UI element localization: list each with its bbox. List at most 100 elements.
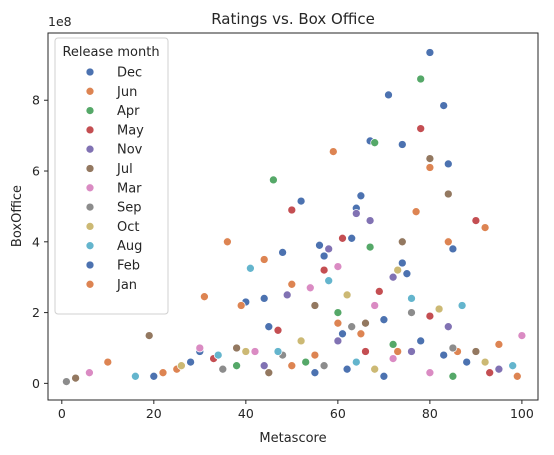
data-point (333, 336, 343, 346)
legend-label: Dec (117, 66, 142, 81)
data-point (351, 357, 361, 367)
legend-marker (85, 241, 95, 251)
data-point (282, 290, 292, 300)
data-point (379, 315, 389, 325)
data-point (131, 371, 140, 381)
data-point (338, 233, 347, 243)
legend-title: Release month (62, 45, 159, 60)
legend-marker (85, 106, 95, 115)
legend-marker (85, 144, 95, 154)
x-tick-label: 0 (58, 406, 66, 421)
data-point (356, 329, 366, 339)
legend-label: Jul (116, 162, 133, 177)
data-point (324, 244, 334, 254)
data-point (333, 318, 343, 328)
data-point (397, 140, 407, 149)
data-point (494, 364, 504, 374)
data-point (425, 311, 435, 321)
data-point (273, 347, 283, 356)
legend-box (54, 37, 169, 315)
data-point (259, 361, 269, 371)
data-point (471, 347, 481, 356)
legend-label: May (117, 123, 144, 138)
data-point (361, 347, 370, 356)
data-point (287, 205, 297, 215)
data-point (448, 371, 458, 381)
data-point (347, 322, 357, 332)
data-point (259, 255, 269, 264)
legend: Release month Dec Jun Apr May Nov Jul Mar Sep Oc… (54, 37, 169, 315)
legend-marker (85, 125, 95, 135)
x-tick-label: 20 (146, 406, 162, 421)
plot-frame (47, 32, 539, 401)
data-point (342, 364, 352, 374)
data-point (462, 357, 472, 367)
data-point (494, 340, 504, 349)
data-point (342, 290, 352, 300)
data-point (425, 154, 435, 163)
data-point (374, 287, 384, 296)
legend-marker (85, 202, 95, 212)
data-point (301, 357, 311, 367)
data-point (480, 357, 490, 367)
legend-marker (85, 279, 95, 289)
data-point (319, 265, 329, 275)
data-point (388, 272, 398, 282)
data-point (351, 209, 361, 218)
data-point (439, 101, 449, 110)
data-point (361, 318, 370, 328)
data-point (411, 207, 421, 217)
data-point (480, 223, 490, 232)
x-tick-label: 100 (510, 406, 534, 421)
axis-ticks: 0 20 40 60 80 100 0 2 4 6 8 (32, 93, 534, 421)
data-point (384, 90, 393, 100)
data-point (365, 216, 375, 225)
data-point (388, 354, 398, 363)
data-point (443, 322, 453, 332)
data-point (223, 237, 232, 247)
legend-label: Mar (117, 181, 142, 196)
data-point (319, 361, 329, 371)
data-point (264, 322, 274, 332)
data-point (310, 350, 320, 360)
legend-marker (85, 164, 95, 173)
data-point (370, 138, 380, 148)
data-point (259, 294, 269, 303)
data-point (443, 237, 453, 247)
legend-entries: Dec Jun Apr May Nov Jul Mar Sep Oct Aug Feb Jan (85, 66, 144, 293)
y-tick-label: 8 (32, 93, 40, 108)
data-point (296, 336, 306, 346)
legend-marker (85, 183, 95, 193)
data-point (62, 377, 71, 386)
data-point (388, 340, 398, 349)
data-point (324, 276, 334, 286)
data-point (402, 269, 412, 279)
data-point (338, 329, 347, 339)
data-point (218, 364, 228, 374)
data-point (103, 357, 113, 367)
data-point (328, 147, 338, 156)
data-point (407, 347, 416, 356)
data-point (158, 368, 168, 378)
data-point (471, 216, 481, 225)
data-point (296, 196, 306, 206)
data-point (448, 343, 458, 353)
data-point (333, 308, 343, 317)
data-point (370, 364, 380, 374)
data-point (305, 283, 315, 293)
data-point (333, 262, 343, 271)
data-point (443, 159, 453, 169)
data-point (407, 294, 416, 303)
data-point (310, 368, 320, 378)
legend-label: Apr (117, 104, 140, 119)
data-point (393, 265, 403, 275)
y-tick-label: 2 (32, 305, 40, 320)
legend-label: Oct (117, 220, 139, 235)
data-point (397, 237, 407, 247)
data-point (177, 361, 186, 371)
data-point (443, 189, 453, 199)
data-point (347, 233, 357, 243)
data-point (512, 371, 522, 381)
data-point (416, 74, 426, 84)
